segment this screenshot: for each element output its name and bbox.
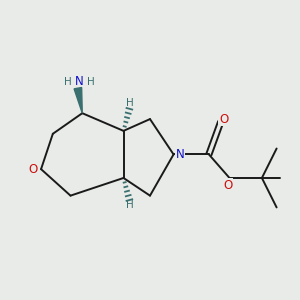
Polygon shape [74,88,82,113]
Text: H: H [87,77,95,87]
Text: N: N [75,75,84,88]
Text: H: H [125,98,133,109]
Text: H: H [64,77,71,87]
Text: N: N [176,148,184,161]
Text: O: O [219,112,228,126]
Text: H: H [125,200,133,210]
Text: O: O [224,179,233,192]
Text: O: O [28,163,38,176]
